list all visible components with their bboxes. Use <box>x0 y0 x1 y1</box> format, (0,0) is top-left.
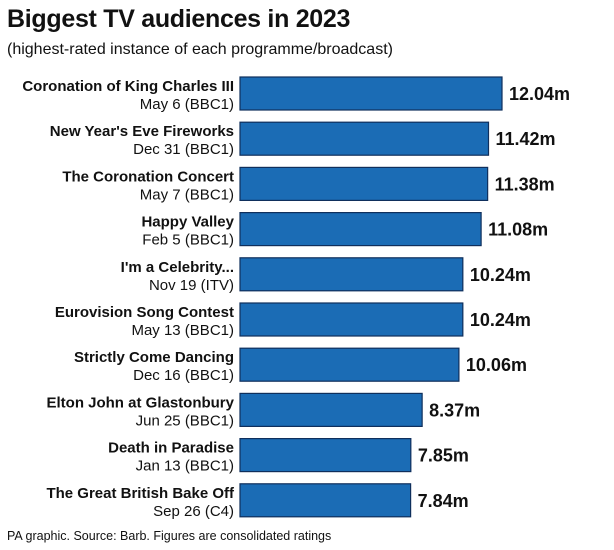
bar <box>239 257 464 292</box>
value-label: 11.08m <box>488 220 548 240</box>
chart-title: Biggest TV audiences in 2023 <box>7 5 351 33</box>
category-detail-label: Dec 31 (BBC1) <box>133 141 234 158</box>
value-label: 10.06m <box>466 355 527 375</box>
bar <box>239 302 464 337</box>
category-label: Coronation of King Charles III <box>22 78 234 95</box>
category-label: Elton John at Glastonbury <box>46 394 234 411</box>
category-label: The Coronation Concert <box>62 168 234 185</box>
value-label: 8.37m <box>429 400 480 420</box>
category-label: Strictly Come Dancing <box>74 349 234 366</box>
value-label: 11.42m <box>496 129 556 149</box>
category-label: Eurovision Song Contest <box>55 304 234 321</box>
category-detail-label: Dec 16 (BBC1) <box>133 367 234 384</box>
bar <box>239 438 412 473</box>
bar <box>239 212 482 247</box>
category-label: New Year's Eve Fireworks <box>50 123 234 140</box>
bar <box>239 483 412 518</box>
category-detail-label: Sep 26 (C4) <box>153 503 234 520</box>
value-label: 10.24m <box>470 265 531 285</box>
bar-row: I'm a Celebrity...Nov 19 (ITV) 10.24m <box>121 257 531 294</box>
bar <box>239 76 503 111</box>
category-label: Death in Paradise <box>108 440 234 457</box>
bar <box>239 166 489 201</box>
category-label: The Great British Bake Off <box>46 485 235 502</box>
category-detail-label: May 7 (BBC1) <box>140 186 234 203</box>
category-detail-label: Feb 5 (BBC1) <box>142 232 234 249</box>
value-label: 11.38m <box>495 174 555 194</box>
bar <box>239 121 490 156</box>
value-label: 7.84m <box>418 491 469 511</box>
category-detail-label: Nov 19 (ITV) <box>149 277 234 294</box>
category-label: I'm a Celebrity... <box>121 259 234 276</box>
bar <box>239 347 460 382</box>
value-label: 7.85m <box>418 446 469 466</box>
category-detail-label: May 13 (BBC1) <box>131 322 234 339</box>
category-detail-label: May 6 (BBC1) <box>140 96 234 113</box>
category-label: Happy Valley <box>141 214 234 231</box>
chart-source-note: PA graphic. Source: Barb. Figures are co… <box>7 529 332 543</box>
bar <box>239 392 423 427</box>
value-label: 12.04m <box>509 84 570 104</box>
category-detail-label: Jan 13 (BBC1) <box>136 458 234 475</box>
category-detail-label: Jun 25 (BBC1) <box>136 412 234 429</box>
value-label: 10.24m <box>470 310 531 330</box>
chart-subtitle: (highest-rated instance of each programm… <box>7 41 393 58</box>
